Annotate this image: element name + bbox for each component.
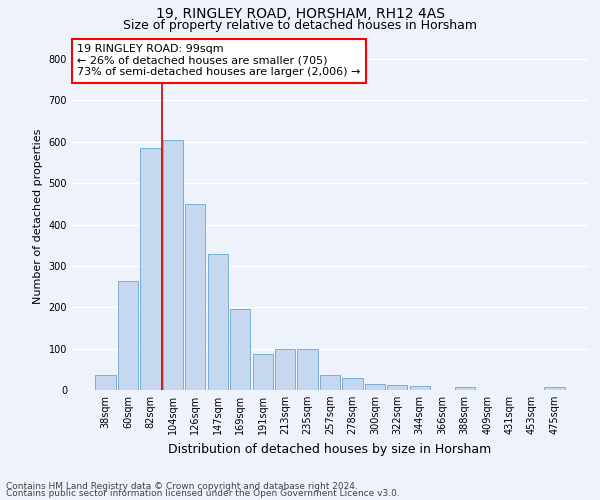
Text: Contains HM Land Registry data © Crown copyright and database right 2024.: Contains HM Land Registry data © Crown c… xyxy=(6,482,358,491)
Bar xyxy=(298,348,317,390)
Bar xyxy=(208,254,228,390)
Bar xyxy=(95,374,116,390)
Bar xyxy=(163,140,183,390)
Bar xyxy=(253,354,273,390)
Bar xyxy=(320,374,340,390)
Bar xyxy=(118,281,138,390)
Text: Contains public sector information licensed under the Open Government Licence v3: Contains public sector information licen… xyxy=(6,489,400,498)
Bar xyxy=(455,387,475,390)
Text: 19, RINGLEY ROAD, HORSHAM, RH12 4AS: 19, RINGLEY ROAD, HORSHAM, RH12 4AS xyxy=(155,8,445,22)
Text: 19 RINGLEY ROAD: 99sqm
← 26% of detached houses are smaller (705)
73% of semi-de: 19 RINGLEY ROAD: 99sqm ← 26% of detached… xyxy=(77,44,361,78)
Bar xyxy=(410,386,430,390)
Bar xyxy=(387,384,407,390)
Bar xyxy=(365,384,385,390)
Bar xyxy=(544,387,565,390)
Bar xyxy=(185,204,205,390)
Bar xyxy=(275,348,295,390)
X-axis label: Distribution of detached houses by size in Horsham: Distribution of detached houses by size … xyxy=(169,442,491,456)
Bar xyxy=(230,310,250,390)
Bar xyxy=(140,148,161,390)
Text: Size of property relative to detached houses in Horsham: Size of property relative to detached ho… xyxy=(123,19,477,32)
Bar xyxy=(343,378,362,390)
Y-axis label: Number of detached properties: Number of detached properties xyxy=(33,128,43,304)
